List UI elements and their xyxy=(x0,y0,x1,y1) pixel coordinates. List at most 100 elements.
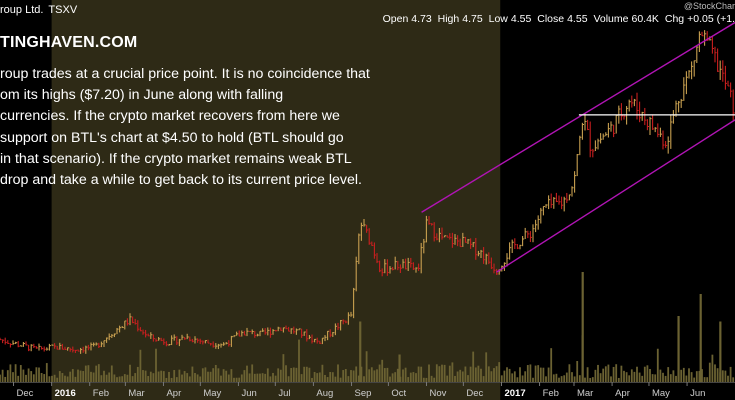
x-tick-label: 2017 xyxy=(504,388,525,399)
price-bar xyxy=(431,223,434,226)
volume-bar xyxy=(355,366,358,382)
price-bar xyxy=(340,319,343,331)
volume-bar xyxy=(217,368,220,382)
price-bar xyxy=(639,101,642,123)
price-bar xyxy=(202,340,205,345)
volume-bar xyxy=(103,370,105,382)
volume-bar xyxy=(607,364,610,382)
price-bar xyxy=(15,341,18,344)
volume-bar xyxy=(415,373,417,382)
price-bar xyxy=(124,320,127,330)
volume-bar xyxy=(155,348,157,382)
volume-bar xyxy=(565,372,568,382)
volume-bar xyxy=(352,370,355,382)
volume-bar xyxy=(586,367,589,382)
volume-bar xyxy=(92,372,95,382)
price-bar xyxy=(337,322,340,330)
price-bar xyxy=(353,287,356,319)
price-bar xyxy=(77,349,80,352)
volume-bar xyxy=(1,369,4,382)
volume-bar xyxy=(43,374,46,382)
volume-bar xyxy=(152,373,155,382)
volume-bar xyxy=(149,371,152,382)
high-value: 4.75 xyxy=(462,13,483,25)
volume-bar xyxy=(181,374,183,382)
volume-bar xyxy=(534,365,537,382)
annotation-text: roup trades at a crucial price point. It… xyxy=(0,64,460,191)
price-bar xyxy=(594,140,597,151)
price-bar xyxy=(449,233,452,240)
price-bar xyxy=(87,344,90,351)
volume-bar xyxy=(240,374,243,382)
x-tick-label: Jul xyxy=(278,388,290,399)
price-bar xyxy=(139,327,142,332)
volume-bar xyxy=(316,373,319,382)
price-bar xyxy=(319,340,322,344)
price-bar xyxy=(441,227,444,240)
volume-bar xyxy=(251,364,254,382)
volume-bar xyxy=(139,349,142,382)
volume-bar xyxy=(264,373,267,382)
volume-bar xyxy=(6,370,9,382)
volume-bar xyxy=(568,364,571,382)
volume-bar xyxy=(40,372,43,382)
volume-bar xyxy=(727,375,729,382)
volume-bar xyxy=(162,371,165,382)
price-bar xyxy=(142,329,145,335)
volume-bar xyxy=(300,374,303,382)
volume-bar xyxy=(136,366,139,382)
volume-bar xyxy=(79,370,82,382)
volume-bar xyxy=(391,373,394,382)
price-bar xyxy=(223,342,226,346)
price-bar xyxy=(561,196,564,210)
close-label: Close xyxy=(537,13,565,25)
price-bar xyxy=(607,122,610,138)
price-bar xyxy=(545,204,548,208)
volume-bar xyxy=(108,372,111,382)
price-bar xyxy=(74,349,77,354)
price-bar xyxy=(189,336,192,342)
price-bar xyxy=(28,344,31,352)
volume-bar xyxy=(628,375,631,382)
price-bar xyxy=(360,222,363,241)
price-bar xyxy=(194,336,197,344)
price-bar xyxy=(285,325,288,330)
price-bar xyxy=(249,330,252,332)
price-bar xyxy=(683,77,686,101)
price-bar xyxy=(113,333,116,338)
volume-bar xyxy=(225,370,228,382)
volume-bar xyxy=(298,339,300,382)
annotation-line: om its highs ($7.20) in June along with … xyxy=(0,87,284,104)
x-tick-label: Jun xyxy=(241,388,256,399)
volume-bar xyxy=(287,376,290,382)
price-bar xyxy=(688,70,691,79)
change-label: Chg xyxy=(664,13,685,25)
low-value: 4.55 xyxy=(510,13,532,25)
volume-bar xyxy=(45,363,48,382)
volume-bar xyxy=(77,369,79,382)
volume-bar xyxy=(529,364,532,382)
volume-bar xyxy=(732,377,735,382)
volume-bar xyxy=(186,373,189,382)
price-bar xyxy=(433,222,436,242)
volume-bar xyxy=(625,372,628,382)
price-bar xyxy=(454,234,457,245)
volume-bar xyxy=(482,376,485,382)
volume-bar xyxy=(292,367,295,382)
volume-bar xyxy=(331,372,334,382)
volume-bar xyxy=(695,371,698,382)
x-tick-label: Jun xyxy=(690,388,705,399)
price-bar xyxy=(4,337,7,345)
volume-bar xyxy=(615,364,618,382)
price-bar xyxy=(160,337,163,342)
volume-bar xyxy=(48,376,51,382)
volume-bar xyxy=(654,374,657,382)
volume-bar xyxy=(118,376,121,382)
price-bar xyxy=(145,329,148,338)
price-bar xyxy=(59,342,62,350)
volume-bar xyxy=(383,368,386,382)
price-bar xyxy=(649,116,652,136)
volume-bar xyxy=(196,374,199,382)
volume-bar xyxy=(142,370,144,382)
